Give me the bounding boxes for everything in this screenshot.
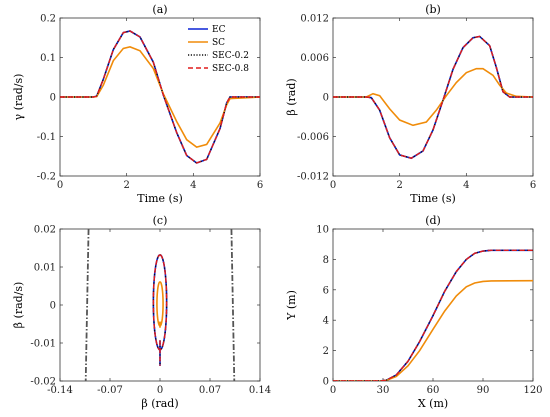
xtick-label: 120 (523, 385, 542, 396)
x-axis-label-a: Time (s) (137, 192, 183, 205)
ytick-label: 0.2 (40, 14, 56, 25)
ytick-label: 0 (50, 93, 56, 104)
ytick-label: 0 (50, 301, 56, 312)
series-group-a (60, 30, 260, 164)
plot-area-d (332, 228, 534, 382)
panel-a: (a) 0 2 4 6 -0.2 -0.1 0 0.1 0.2 Time (s) γ (rad/s) E… (12, 3, 263, 205)
panel-title-a: (a) (152, 3, 167, 16)
xtick-label: 2 (396, 180, 402, 191)
stability-boundary-line (230, 229, 236, 381)
ytick-label: 0.006 (300, 53, 329, 64)
series-sec-0-8-a (60, 30, 260, 164)
series-group-c (84, 229, 236, 381)
x-axis-label-b: Time (s) (410, 192, 456, 205)
xtick-label: 2 (123, 180, 129, 191)
ytick-label: 0.01 (34, 263, 56, 274)
y-axis-label-c: β̇ (rad/s) (12, 282, 25, 329)
xtick-label: -0.14 (47, 385, 73, 396)
panel-title-c: (c) (153, 214, 168, 227)
xtick-label: 0 (330, 385, 336, 396)
ytick-label: 0.012 (300, 14, 329, 25)
xtick-label: 0 (157, 385, 163, 396)
series-group-d (333, 249, 533, 381)
ytick-label: -0.02 (30, 377, 56, 388)
series-group-b (333, 35, 533, 160)
series-sec-0-8-d (333, 249, 533, 381)
ytick-label: -0.01 (30, 339, 56, 350)
xtick-label: 4 (463, 180, 469, 191)
xtick-label: -0.07 (97, 385, 123, 396)
y-axis-label-a: γ (rad/s) (12, 74, 25, 121)
ytick-label: 8 (323, 255, 329, 266)
panel-title-b: (b) (425, 3, 441, 16)
ytick-label: 0 (323, 93, 329, 104)
xtick-label: 90 (477, 385, 490, 396)
xtick-label: 0.14 (249, 385, 271, 396)
legend-label: EC (212, 25, 226, 35)
legend-label: SEC-0.8 (212, 64, 249, 74)
ytick-label: -0.012 (297, 172, 329, 183)
xtick-label: 0 (57, 180, 63, 191)
xtick-label: 30 (377, 385, 390, 396)
ytick-label: 0 (323, 377, 329, 388)
legend-label: SC (212, 38, 225, 48)
series-sc-d (333, 279, 533, 381)
y-axis-label-d: Y (m) (285, 290, 298, 321)
series-sec-0-8-c (152, 254, 168, 366)
x-axis-label-c: β (rad) (141, 397, 178, 410)
series-sc-c (156, 281, 164, 328)
series-sc-a (60, 46, 260, 149)
panel-title-d: (d) (425, 214, 441, 227)
panel-b: (b) 0 2 4 6 -0.012 -0.006 0 0.006 0.012 Time (s) β … (285, 3, 536, 205)
panel-c: (c) -0.14 -0.07 0 0.07 0.14 -0.02 -0.01 0 0.01 0.0… (12, 214, 271, 410)
series-sc-b (333, 67, 533, 127)
series-sec-0-2-b (333, 35, 533, 159)
ytick-label: -0.2 (37, 172, 56, 183)
panel-d: (d) 0 30 60 90 120 0 2 4 6 8 10 X (m) Y (m) (285, 214, 543, 410)
ytick-label: -0.006 (297, 132, 329, 143)
xtick-label: 0 (330, 180, 336, 191)
series-sec-0-8-b (333, 35, 533, 159)
ytick-label: 0.1 (40, 53, 56, 64)
ytick-label: 4 (323, 316, 329, 327)
ytick-label: 0.02 (34, 225, 56, 236)
x-axis-label-d: X (m) (418, 397, 448, 410)
ytick-label: 6 (323, 285, 329, 296)
ytick-label: 2 (323, 346, 329, 357)
legend-label: SEC-0.2 (212, 51, 249, 61)
xtick-label: 60 (427, 385, 440, 396)
xtick-label: 4 (190, 180, 196, 191)
xtick-label: 0.07 (199, 385, 221, 396)
stability-boundary-line (84, 229, 90, 381)
xtick-label: 6 (530, 180, 536, 191)
ytick-label: 10 (316, 225, 329, 236)
y-axis-label-b: β (rad) (285, 78, 298, 115)
ytick-label: -0.1 (37, 132, 56, 143)
xtick-label: 6 (257, 180, 263, 191)
